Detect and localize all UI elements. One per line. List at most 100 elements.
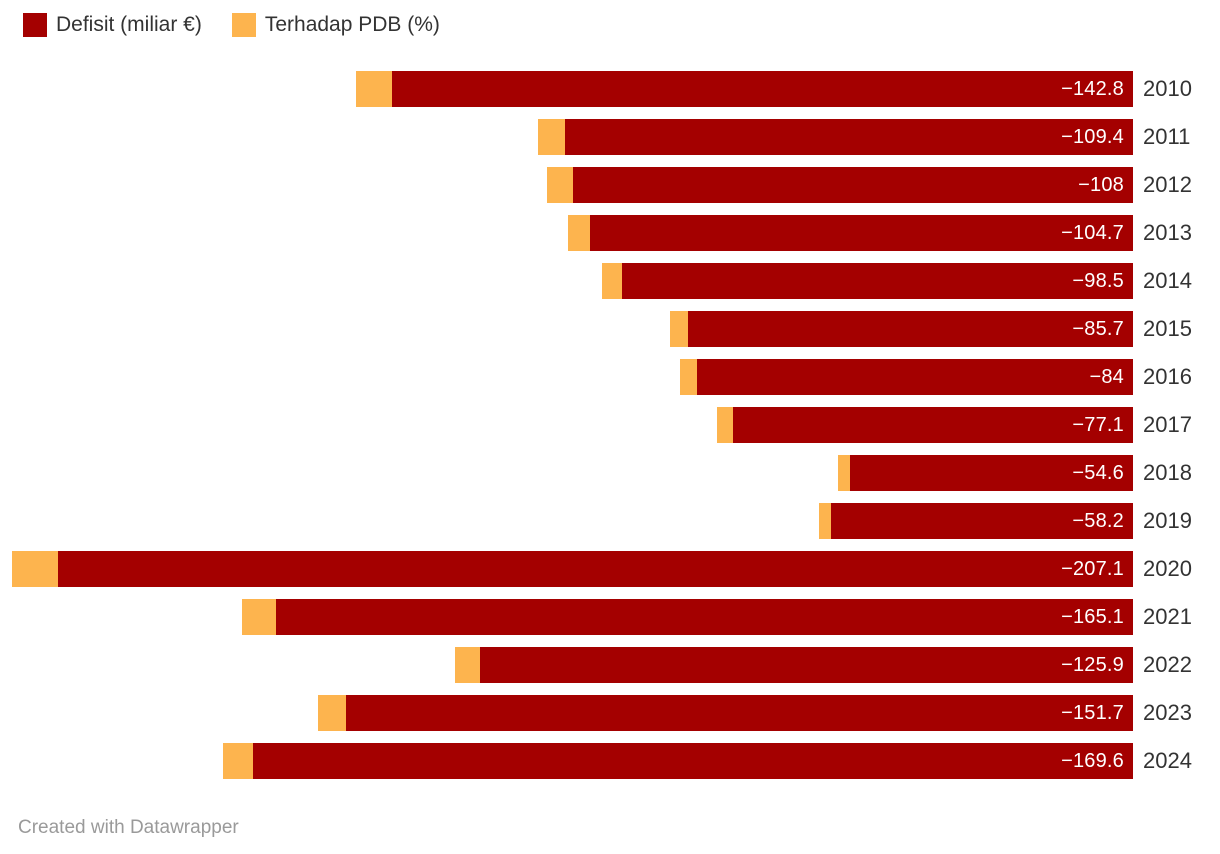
deficit-bar: −165.1 — [276, 599, 1133, 635]
bar-track: −207.1 — [12, 551, 1133, 587]
bar-track: −77.1 — [12, 407, 1133, 443]
year-label: 2016 — [1143, 364, 1192, 389]
pdb-bar — [222, 743, 253, 779]
pdb-bar — [317, 695, 346, 731]
deficit-bar: −98.5 — [621, 263, 1133, 299]
chart-row: −125.9 2022 — [12, 647, 1192, 683]
bar-track: −109.4 — [12, 119, 1133, 155]
bar-track: −54.6 — [12, 455, 1133, 491]
chart-row: −77.1 2017 — [12, 407, 1192, 443]
year-label: 2022 — [1143, 652, 1192, 677]
chart-row: −169.6 2024 — [12, 743, 1192, 779]
deficit-value-label: −54.6 — [1072, 461, 1124, 484]
deficit-bar: −125.9 — [479, 647, 1133, 683]
bar-track: −98.5 — [12, 263, 1133, 299]
year-label: 2019 — [1143, 508, 1192, 533]
datawrapper-attribution: Created with Datawrapper — [18, 817, 239, 838]
deficit-value-label: −58.2 — [1072, 509, 1124, 532]
deficit-value-label: −108 — [1078, 173, 1124, 196]
deficit-bar: −77.1 — [732, 407, 1133, 443]
year-label: 2012 — [1143, 172, 1192, 197]
legend-swatch-icon — [231, 13, 256, 37]
chart-row: −85.7 2015 — [12, 311, 1192, 347]
deficit-bar: −142.8 — [391, 71, 1133, 107]
deficit-value-label: −165.1 — [1061, 605, 1124, 628]
bar-track: −58.2 — [12, 503, 1133, 539]
year-label: 2017 — [1143, 412, 1192, 437]
deficit-value-label: −151.7 — [1061, 701, 1124, 724]
pdb-bar — [837, 455, 850, 491]
bar-track: −108 — [12, 167, 1133, 203]
chart-row: −108 2012 — [12, 167, 1192, 203]
year-label: 2010 — [1143, 76, 1192, 101]
legend-item: Defisit (miliar €) — [23, 13, 202, 37]
bar-track: −104.7 — [12, 215, 1133, 251]
deficit-bar: −108 — [572, 167, 1133, 203]
pdb-bar — [241, 599, 277, 635]
pdb-bar — [538, 119, 566, 155]
pdb-bar — [568, 215, 590, 251]
year-label: 2018 — [1143, 460, 1192, 485]
year-label: 2015 — [1143, 316, 1192, 341]
chart-row: −165.1 2021 — [12, 599, 1192, 635]
deficit-value-label: −207.1 — [1061, 557, 1124, 580]
deficit-value-label: −125.9 — [1061, 653, 1124, 676]
deficit-bar: −54.6 — [849, 455, 1133, 491]
deficit-bar: −207.1 — [58, 551, 1133, 587]
chart-row: −98.5 2014 — [12, 263, 1192, 299]
deficit-bar: −58.2 — [831, 503, 1133, 539]
pdb-bar — [546, 167, 573, 203]
pdb-bar — [669, 311, 689, 347]
deficit-value-label: −109.4 — [1061, 125, 1124, 148]
deficit-bar: −151.7 — [345, 695, 1133, 731]
legend-item-label: Defisit (miliar €) — [56, 13, 202, 36]
chart-row: −109.4 2011 — [12, 119, 1192, 155]
deficit-value-label: −84 — [1089, 365, 1124, 388]
year-label: 2023 — [1143, 700, 1192, 725]
bar-chart: −142.8 2010 −109.4 2011 −108 2012 −104.7 — [12, 71, 1192, 791]
deficit-value-label: −98.5 — [1072, 269, 1124, 292]
legend: Defisit (miliar €) Terhadap PDB (%) — [23, 13, 440, 37]
deficit-bar: −85.7 — [688, 311, 1133, 347]
pdb-bar — [679, 359, 698, 395]
chart-row: −151.7 2023 — [12, 695, 1192, 731]
deficit-value-label: −169.6 — [1061, 749, 1124, 772]
pdb-bar — [356, 71, 392, 107]
bar-track: −142.8 — [12, 71, 1133, 107]
bar-track: −165.1 — [12, 599, 1133, 635]
legend-swatch-icon — [23, 13, 47, 37]
deficit-bar: −104.7 — [589, 215, 1133, 251]
bar-track: −169.6 — [12, 743, 1133, 779]
year-label: 2020 — [1143, 556, 1192, 581]
deficit-bar: −109.4 — [565, 119, 1133, 155]
pdb-bar — [717, 407, 733, 443]
deficit-value-label: −85.7 — [1072, 317, 1124, 340]
year-label: 2013 — [1143, 220, 1192, 245]
bar-track: −151.7 — [12, 695, 1133, 731]
deficit-value-label: −142.8 — [1061, 77, 1124, 100]
legend-item: Terhadap PDB (%) — [231, 13, 440, 37]
year-label: 2024 — [1143, 748, 1192, 773]
year-label: 2021 — [1143, 604, 1192, 629]
pdb-bar — [12, 551, 59, 587]
chart-row: −207.1 2020 — [12, 551, 1192, 587]
chart-row: −104.7 2013 — [12, 215, 1192, 251]
chart-row: −58.2 2019 — [12, 503, 1192, 539]
deficit-bar: −169.6 — [252, 743, 1133, 779]
bar-track: −85.7 — [12, 311, 1133, 347]
pdb-bar — [601, 263, 622, 299]
chart-row: −84 2016 — [12, 359, 1192, 395]
deficit-bar: −84 — [697, 359, 1133, 395]
chart-row: −54.6 2018 — [12, 455, 1192, 491]
pdb-bar — [454, 647, 480, 683]
bar-track: −84 — [12, 359, 1133, 395]
chart-row: −142.8 2010 — [12, 71, 1192, 107]
bar-track: −125.9 — [12, 647, 1133, 683]
deficit-value-label: −77.1 — [1072, 413, 1124, 436]
legend-item-label: Terhadap PDB (%) — [264, 13, 440, 36]
pdb-bar — [818, 503, 831, 539]
deficit-value-label: −104.7 — [1061, 221, 1124, 244]
year-label: 2014 — [1143, 268, 1192, 293]
year-label: 2011 — [1143, 124, 1191, 149]
